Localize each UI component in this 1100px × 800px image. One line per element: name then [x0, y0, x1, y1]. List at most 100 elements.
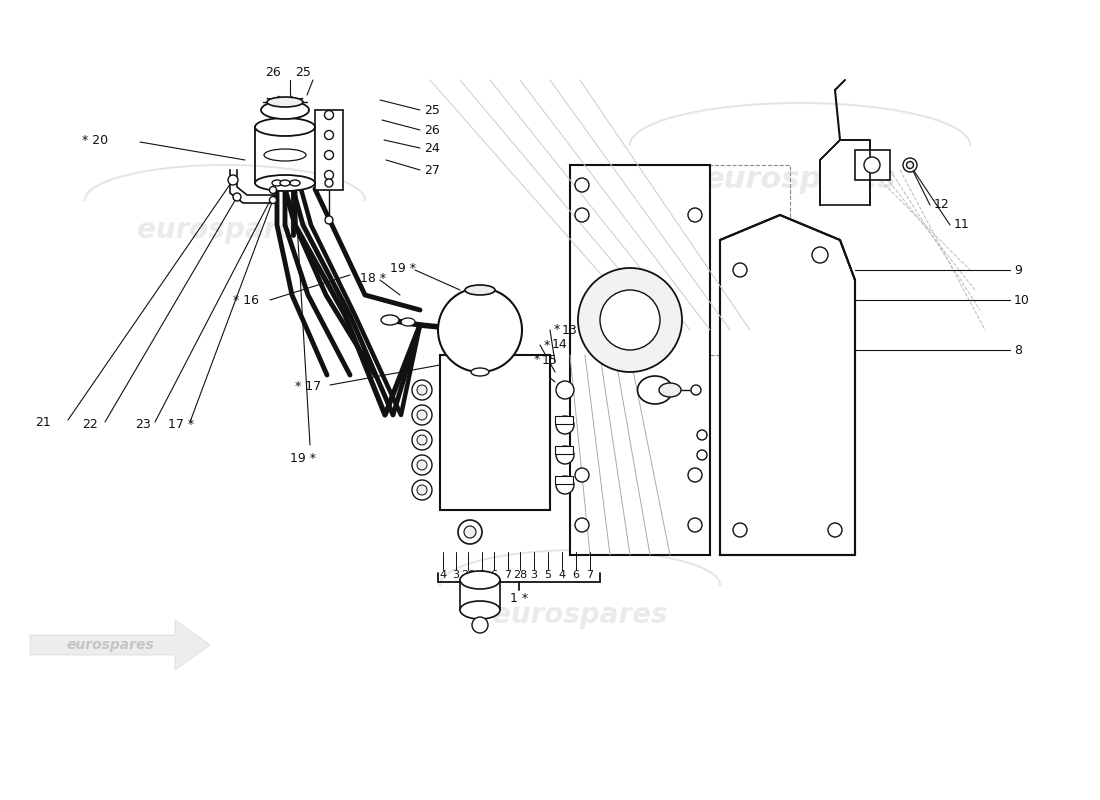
Text: 28: 28 — [461, 570, 475, 580]
Bar — [556, 416, 573, 424]
Circle shape — [688, 468, 702, 482]
Ellipse shape — [255, 118, 315, 136]
Circle shape — [575, 518, 589, 532]
Circle shape — [464, 526, 476, 538]
Circle shape — [812, 247, 828, 263]
Text: 26: 26 — [265, 66, 280, 78]
Text: eurospares: eurospares — [66, 638, 154, 652]
Text: 4: 4 — [439, 570, 447, 580]
Circle shape — [697, 430, 707, 440]
Circle shape — [233, 193, 241, 201]
Circle shape — [903, 158, 917, 172]
Circle shape — [556, 416, 574, 434]
Circle shape — [575, 208, 589, 222]
Text: 3: 3 — [452, 570, 460, 580]
Ellipse shape — [280, 180, 290, 186]
Circle shape — [324, 216, 333, 224]
Text: 1 *: 1 * — [510, 591, 528, 605]
Text: 26: 26 — [424, 123, 440, 137]
Ellipse shape — [460, 571, 500, 589]
Text: 7: 7 — [505, 570, 512, 580]
Circle shape — [556, 476, 574, 494]
Text: 25: 25 — [424, 103, 440, 117]
Text: 13: 13 — [562, 323, 578, 337]
Circle shape — [556, 446, 574, 464]
Circle shape — [828, 523, 842, 537]
Text: 21: 21 — [35, 415, 51, 429]
Text: * 20: * 20 — [82, 134, 108, 146]
Circle shape — [417, 410, 427, 420]
Text: 23: 23 — [135, 418, 151, 431]
Text: 11: 11 — [954, 218, 970, 231]
Circle shape — [733, 263, 747, 277]
Text: eurospares: eurospares — [138, 216, 312, 244]
Circle shape — [324, 170, 333, 179]
Text: 7: 7 — [586, 570, 594, 580]
Text: 3: 3 — [530, 570, 538, 580]
Circle shape — [600, 290, 660, 350]
Text: 6: 6 — [491, 570, 497, 580]
Text: 6: 6 — [572, 570, 580, 580]
Bar — [570, 165, 710, 555]
Text: 14: 14 — [552, 338, 568, 351]
Text: 24: 24 — [424, 142, 440, 154]
Ellipse shape — [255, 175, 315, 191]
Text: 22: 22 — [82, 418, 98, 431]
Text: *: * — [544, 338, 550, 351]
Ellipse shape — [267, 97, 303, 107]
Bar — [315, 110, 343, 190]
Ellipse shape — [261, 101, 309, 119]
Ellipse shape — [471, 368, 490, 376]
Circle shape — [270, 186, 276, 194]
Text: 25: 25 — [295, 66, 311, 78]
Ellipse shape — [381, 315, 399, 325]
Polygon shape — [820, 140, 870, 205]
Circle shape — [733, 523, 747, 537]
Circle shape — [688, 208, 702, 222]
Ellipse shape — [460, 601, 500, 619]
Circle shape — [412, 405, 432, 425]
Text: * 17: * 17 — [295, 379, 321, 393]
Ellipse shape — [402, 318, 415, 326]
Text: 4: 4 — [559, 570, 565, 580]
Circle shape — [228, 175, 238, 185]
Text: 10: 10 — [1014, 294, 1030, 306]
Circle shape — [324, 179, 333, 187]
Circle shape — [324, 130, 333, 139]
Text: 28: 28 — [513, 570, 527, 580]
Polygon shape — [720, 215, 855, 555]
Circle shape — [412, 380, 432, 400]
Text: 27: 27 — [424, 163, 440, 177]
Text: *: * — [554, 323, 560, 337]
Text: 19 *: 19 * — [290, 451, 316, 465]
Circle shape — [438, 288, 522, 372]
Circle shape — [906, 162, 913, 169]
Circle shape — [417, 460, 427, 470]
Circle shape — [458, 520, 482, 544]
Ellipse shape — [264, 149, 306, 161]
Ellipse shape — [272, 180, 282, 186]
Circle shape — [578, 268, 682, 372]
Circle shape — [575, 178, 589, 192]
Text: * 16: * 16 — [233, 294, 258, 306]
Ellipse shape — [465, 285, 495, 295]
Ellipse shape — [659, 383, 681, 397]
Circle shape — [412, 430, 432, 450]
Circle shape — [472, 617, 488, 633]
Text: 12: 12 — [934, 198, 949, 211]
Circle shape — [864, 157, 880, 173]
Text: 8: 8 — [1014, 343, 1022, 357]
Ellipse shape — [290, 180, 300, 186]
Text: eurospares: eurospares — [493, 601, 668, 629]
Bar — [556, 446, 573, 454]
Circle shape — [412, 455, 432, 475]
Text: eurospares: eurospares — [704, 166, 896, 194]
Text: 5: 5 — [544, 570, 551, 580]
Circle shape — [688, 518, 702, 532]
Text: 19 *: 19 * — [390, 262, 416, 274]
Polygon shape — [30, 620, 210, 670]
Text: 15: 15 — [542, 354, 558, 366]
Text: 18 *: 18 * — [360, 271, 386, 285]
Circle shape — [324, 150, 333, 159]
Bar — [556, 476, 573, 484]
